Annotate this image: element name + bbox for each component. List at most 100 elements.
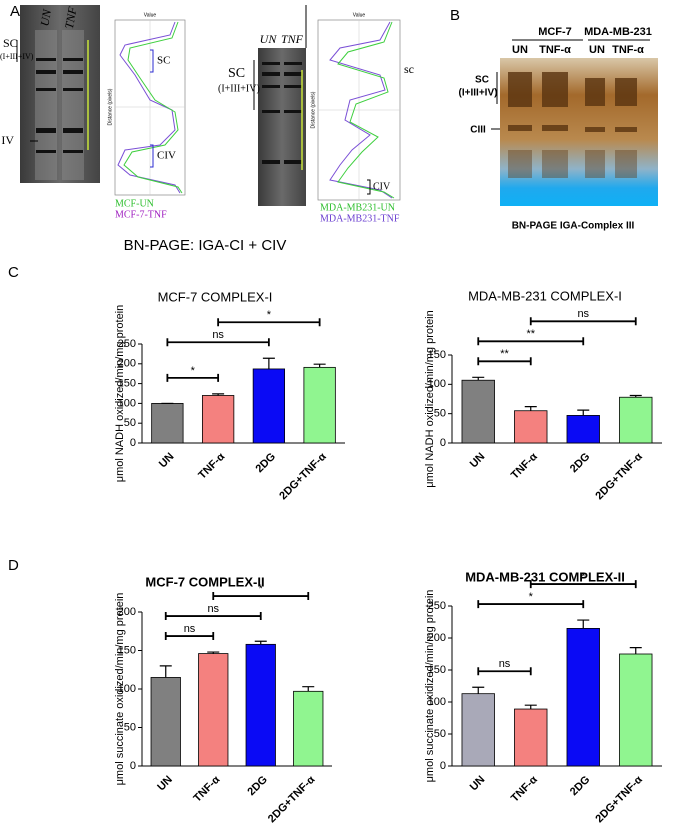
bar bbox=[514, 410, 548, 444]
error-bar bbox=[629, 647, 642, 654]
x-tick-label: 2DG bbox=[568, 451, 592, 475]
error-bar bbox=[524, 704, 537, 710]
y-tick-label: 0 bbox=[440, 437, 446, 449]
legend-entry: MCF-UN bbox=[115, 198, 154, 209]
x-tick-label: 2DG+TNF-α bbox=[277, 451, 329, 503]
density-plot bbox=[317, 19, 401, 201]
axis-label: Distance (pixels) bbox=[107, 88, 113, 125]
band-label: (I+III+IV) bbox=[459, 88, 498, 99]
error-bar bbox=[207, 651, 220, 654]
density-plot bbox=[114, 19, 186, 196]
significance-label: * bbox=[267, 309, 272, 321]
y-tick-label: 100 bbox=[118, 397, 136, 409]
bar bbox=[150, 677, 181, 767]
bar bbox=[245, 643, 276, 767]
band-label: SC bbox=[157, 55, 170, 67]
significance-bracket bbox=[477, 600, 585, 609]
group-label: MDA-MB-231 bbox=[584, 26, 652, 38]
bar bbox=[461, 379, 495, 444]
bar bbox=[619, 396, 653, 444]
x-tick-label: UN bbox=[468, 774, 488, 794]
significance-label: * bbox=[191, 365, 196, 377]
y-tick-label: 0 bbox=[440, 760, 446, 772]
x-tick-label: UN bbox=[157, 451, 177, 471]
bar bbox=[303, 366, 336, 444]
significance-label: ns bbox=[184, 623, 196, 635]
x-tick-label: TNF-α bbox=[191, 774, 222, 805]
error-bar bbox=[577, 619, 590, 629]
significance-label: ns bbox=[499, 658, 511, 670]
panel-label: C bbox=[8, 264, 19, 281]
bar bbox=[514, 708, 548, 767]
error-bar bbox=[262, 357, 275, 369]
y-tick-label: 50 bbox=[124, 417, 136, 429]
caption: BN-PAGE IGA-Complex III bbox=[512, 221, 635, 232]
x-tick-label: 2DG+TNF-α bbox=[593, 451, 645, 503]
error-bar bbox=[254, 640, 267, 645]
error-bar bbox=[302, 686, 315, 692]
y-tick-label: 200 bbox=[428, 632, 446, 644]
bar bbox=[293, 690, 324, 767]
significance-bracket bbox=[217, 318, 321, 327]
y-tick-label: 100 bbox=[428, 696, 446, 708]
y-axis-label: μmol succinate oxidized/min/mg protein bbox=[114, 593, 126, 786]
caption: BN-PAGE: IGA-CI + CIV bbox=[124, 237, 287, 254]
significance-label: * bbox=[581, 571, 586, 583]
band-label: SC bbox=[228, 66, 245, 81]
significance-label: * bbox=[259, 583, 264, 595]
x-tick-label: 2DG+TNF-α bbox=[266, 774, 318, 826]
lane-label: UN bbox=[37, 7, 54, 27]
x-tick-label: TNF-α bbox=[509, 451, 540, 482]
chart-title: MCF-7 COMPLEX-II bbox=[145, 574, 264, 589]
error-bar bbox=[629, 394, 642, 398]
band-label: CIV bbox=[157, 150, 176, 162]
bar bbox=[566, 415, 600, 444]
x-tick-label: 2DG bbox=[568, 774, 592, 798]
x-tick-label: UN bbox=[155, 774, 175, 794]
bar bbox=[461, 693, 495, 767]
lane-label: TNF bbox=[281, 32, 304, 46]
panel-label: B bbox=[450, 7, 460, 24]
y-axis-label: μmol NADH oxidized/min/mg protein bbox=[424, 310, 436, 488]
y-tick-label: 150 bbox=[428, 664, 446, 676]
x-tick-label: 2DG bbox=[254, 451, 278, 475]
significance-bracket bbox=[477, 667, 532, 676]
significance-label: ns bbox=[577, 308, 589, 320]
error-bar bbox=[313, 363, 326, 368]
y-tick-label: 100 bbox=[428, 378, 446, 390]
panel-label: D bbox=[8, 557, 19, 574]
chart-title: MDA-MB-231 COMPLEX-II bbox=[465, 569, 625, 584]
axis-label: Value bbox=[353, 12, 366, 18]
gel-a2 bbox=[253, 5, 307, 206]
band-label: IV bbox=[1, 133, 14, 147]
significance-bracket bbox=[212, 592, 310, 601]
y-tick-label: 250 bbox=[118, 338, 136, 350]
axis-label: Value bbox=[144, 12, 157, 18]
band-label: (I+III+IV) bbox=[0, 52, 34, 61]
bar bbox=[198, 653, 229, 767]
lane-label: TNF bbox=[62, 5, 80, 30]
y-axis-label: μmol succinate oxidized/min/mg protein bbox=[424, 590, 436, 783]
bar bbox=[252, 368, 286, 444]
error-bar bbox=[472, 686, 485, 694]
significance-bracket bbox=[477, 357, 532, 366]
legend-entry: MCF-7-TNF bbox=[115, 209, 167, 220]
error-bar bbox=[472, 376, 485, 381]
band-label: SC bbox=[475, 75, 489, 86]
y-tick-label: 200 bbox=[118, 358, 136, 370]
group-label: MCF-7 bbox=[538, 26, 572, 38]
bar bbox=[566, 628, 600, 767]
x-tick-label: UN bbox=[468, 451, 488, 471]
significance-bracket bbox=[166, 373, 220, 382]
legend-entry: MDA-MB231-UN bbox=[320, 202, 395, 213]
y-tick-label: 50 bbox=[124, 721, 136, 733]
y-tick-label: 100 bbox=[118, 683, 136, 695]
y-tick-label: 50 bbox=[434, 408, 446, 420]
gel-a1 bbox=[16, 5, 100, 183]
gel-b bbox=[500, 58, 658, 206]
significance-bracket bbox=[166, 338, 270, 347]
x-tick-label: 2DG bbox=[245, 774, 269, 798]
band-label: CIII bbox=[470, 125, 486, 136]
error-bar bbox=[524, 406, 537, 411]
